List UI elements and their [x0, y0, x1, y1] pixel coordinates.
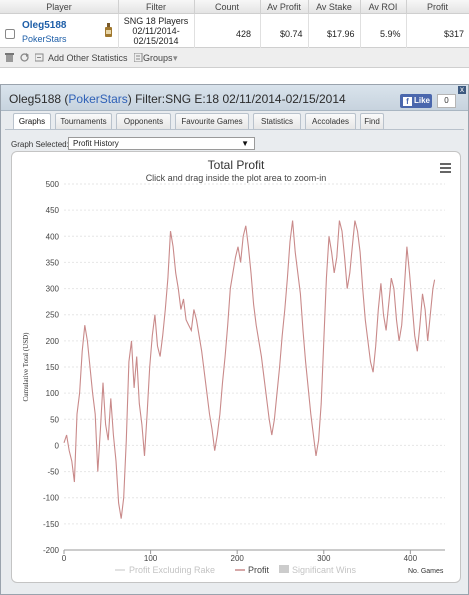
- title-site-link[interactable]: PokerStars: [68, 92, 128, 106]
- refresh-icon[interactable]: [20, 53, 29, 62]
- col-header-av-profit[interactable]: Av Profit: [267, 2, 301, 12]
- legend-profit: Profit: [248, 565, 270, 575]
- chevron-down-icon[interactable]: ▾: [173, 53, 178, 63]
- tab-opponents[interactable]: Opponents: [116, 113, 171, 129]
- title-player: Oleg5188: [9, 92, 62, 106]
- y-tick-label: 250: [46, 311, 60, 320]
- x-tick-label: 300: [317, 554, 331, 563]
- col-header-filter[interactable]: Filter: [146, 2, 166, 12]
- groups-dropdown[interactable]: Groups: [143, 53, 173, 63]
- y-tick-label: 150: [46, 363, 60, 372]
- player-name-link[interactable]: Oleg5188: [22, 20, 67, 31]
- tab-divider: [5, 129, 464, 130]
- legend-excl-rake: Profit Excluding Rake: [129, 565, 215, 575]
- y-tick-label: -200: [43, 546, 60, 555]
- player-site-link[interactable]: PokerStars: [22, 34, 67, 44]
- title-filter: Filter:SNG E:18 02/11/2014-02/15/2014: [131, 92, 346, 106]
- stats-toolbar: Add Other Statistics Groups ▾: [0, 48, 469, 68]
- filter-cell: SNG 18 Players 02/11/2014-02/15/2014: [123, 16, 189, 46]
- x-tick-label: 200: [231, 554, 245, 563]
- col-header-av-stake[interactable]: Av Stake: [316, 2, 352, 12]
- add-stats-icon[interactable]: [35, 53, 44, 62]
- title-site-open: (: [61, 92, 69, 106]
- facebook-like-label: Like: [414, 96, 431, 105]
- row-checkbox[interactable]: [5, 29, 15, 39]
- close-icon[interactable]: x: [458, 85, 466, 94]
- y-tick-label: -50: [47, 468, 59, 477]
- y-tick-label: -150: [43, 520, 60, 529]
- col-header-player[interactable]: Player: [46, 2, 72, 12]
- chart-title: Total Profit: [207, 158, 265, 172]
- av-roi-cell: 5.9%: [380, 29, 401, 39]
- y-tick-label: 200: [46, 337, 60, 346]
- tab-accolades[interactable]: Accolades: [305, 113, 356, 129]
- facebook-icon: f: [403, 97, 412, 106]
- y-tick-label: 500: [46, 180, 60, 189]
- y-tick-label: 400: [46, 232, 60, 241]
- x-tick-label: 0: [62, 554, 67, 563]
- facebook-like-button[interactable]: f Like: [400, 94, 432, 108]
- y-tick-label: 350: [46, 258, 60, 267]
- col-header-count[interactable]: Count: [214, 2, 240, 12]
- graph-select-dropdown[interactable]: Profit History ▼: [68, 137, 255, 150]
- facebook-like-count: 0: [437, 94, 456, 108]
- tab-graphs[interactable]: Graphs: [13, 113, 51, 129]
- y-tick-label: -100: [43, 494, 60, 503]
- count-cell: 428: [236, 29, 252, 39]
- legend-significant-swatch: [279, 565, 289, 573]
- trash-icon[interactable]: [5, 53, 14, 62]
- y-tick-label: 50: [50, 415, 59, 424]
- profit-cell: $317: [444, 29, 465, 39]
- col-header-profit[interactable]: Profit: [426, 2, 448, 12]
- x-tick-label: 100: [144, 554, 158, 563]
- stats-header: Player Filter Count Av Profit Av Stake A…: [0, 0, 469, 14]
- y-tick-label: 450: [46, 206, 60, 215]
- chart-svg[interactable]: -200 -150 -100 -50 0 50 100 150 200 250 300 350 400 4…: [12, 152, 460, 582]
- window-titlebar: Oleg5188 (PokerStars) Filter:SNG E:18 02…: [1, 85, 468, 111]
- y-tick-label: 0: [55, 441, 60, 450]
- player-window: Oleg5188 (PokerStars) Filter:SNG E:18 02…: [0, 84, 469, 595]
- chart-menu-icon[interactable]: [440, 163, 451, 173]
- x-axis-label: No. Games: [408, 568, 444, 575]
- window-title: Oleg5188 (PokerStars) Filter:SNG E:18 02…: [9, 92, 346, 106]
- av-profit-cell: $0.74: [280, 29, 303, 39]
- x-tick-label: 400: [404, 554, 418, 563]
- tab-statistics[interactable]: Statistics: [253, 113, 301, 129]
- title-site-close: ): [127, 92, 132, 106]
- add-other-statistics-button[interactable]: Add Other Statistics: [48, 53, 128, 63]
- y-tick-label: 100: [46, 389, 60, 398]
- graph-select-value: Profit History: [73, 139, 119, 148]
- y-axis-label: Cumulative Total (USD): [22, 332, 30, 402]
- chart-panel: Total Profit Click and drag inside the p…: [11, 151, 461, 583]
- graph-selected-label: Graph Selected:: [11, 140, 69, 149]
- av-stake-cell: $17.96: [327, 29, 355, 39]
- dropdown-arrow-icon[interactable]: ▼: [241, 139, 249, 148]
- stats-table: Player Filter Count Av Profit Av Stake A…: [0, 0, 469, 48]
- tab-tournaments[interactable]: Tournaments: [55, 113, 112, 129]
- tab-favourite-games[interactable]: Favourite Games: [175, 113, 249, 129]
- chart-subtitle: Click and drag inside the plot area to z…: [145, 173, 327, 183]
- col-header-av-roi[interactable]: Av ROI: [368, 2, 398, 12]
- groups-icon[interactable]: [134, 53, 143, 62]
- legend-significant-wins: Significant Wins: [292, 565, 357, 575]
- bottle-icon: [105, 23, 112, 37]
- y-tick-label: 300: [46, 285, 60, 294]
- profit-series-line: [63, 220, 436, 519]
- tab-find[interactable]: Find: [360, 113, 384, 129]
